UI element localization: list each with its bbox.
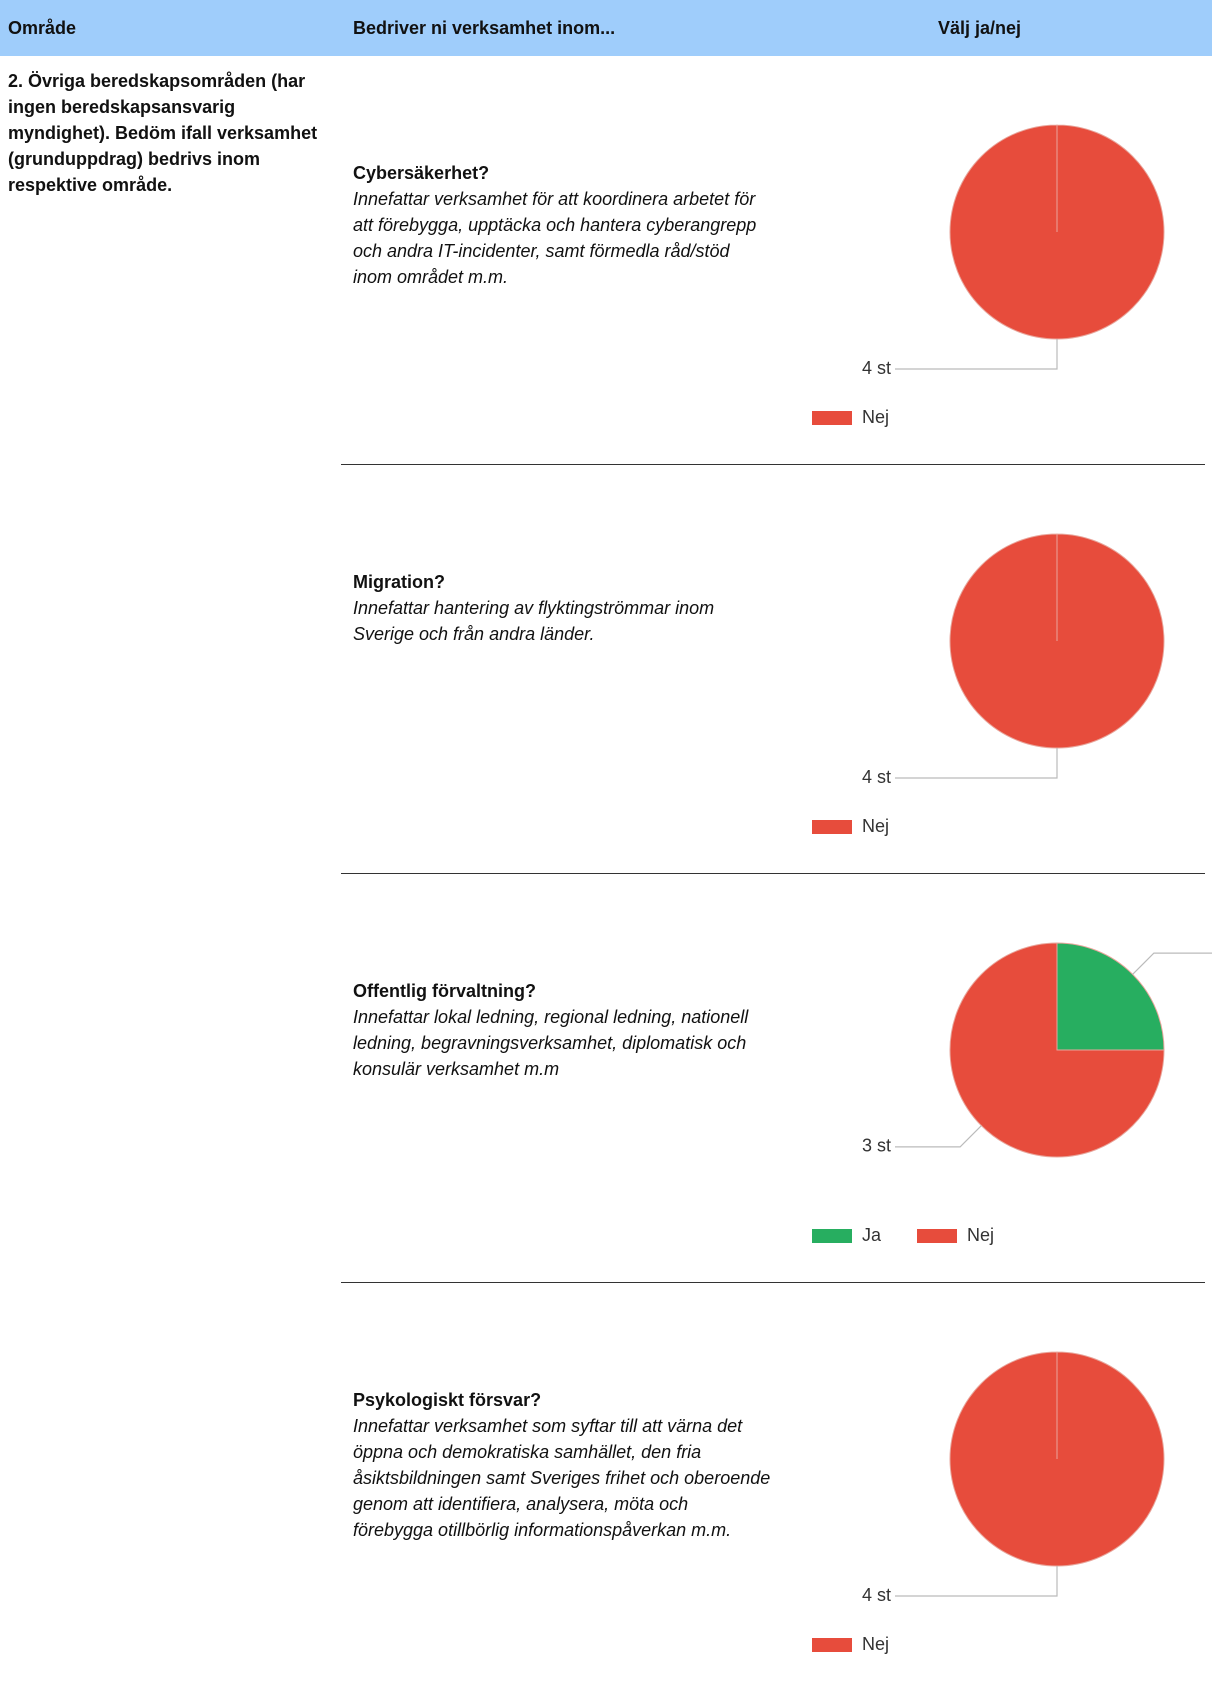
legend-swatch — [812, 1229, 852, 1243]
question: Offentlig förvaltning? — [353, 981, 536, 1001]
divider — [341, 464, 1205, 465]
pie-slice — [949, 942, 1165, 1158]
divider — [341, 1282, 1205, 1283]
legend-label: Nej — [862, 407, 889, 427]
row: Psykologiskt försvar? Innefattar verksamh… — [0, 1283, 1212, 1692]
row: Cybersäkerhet? Innefattar verksamhet för … — [0, 56, 1212, 465]
leader-line — [895, 748, 1058, 779]
row: Migration? Innefattar hantering av flykti… — [0, 465, 1212, 874]
question: Cybersäkerhet? — [353, 163, 490, 183]
header-cell: Välj ja/nej — [938, 18, 1022, 38]
question: Migration? — [353, 572, 445, 592]
pie-chart: 3 st Ja Nej — [812, 942, 1212, 1245]
description: Innefattar verksamhet för att koordinera… — [353, 189, 757, 287]
legend-swatch — [812, 1638, 852, 1652]
legend-label: Nej — [862, 816, 889, 836]
value-label: 4 st — [862, 1585, 891, 1605]
header-cell: Område — [8, 18, 77, 38]
legend-label: Ja — [862, 1225, 882, 1245]
value-label: 4 st — [862, 767, 891, 787]
pie-slice — [949, 124, 1165, 340]
value-label: 3 st — [862, 1136, 891, 1156]
leader-line — [895, 1566, 1058, 1597]
pie-chart: 4 st Nej — [812, 533, 1165, 836]
legend-swatch — [917, 1229, 957, 1243]
description: Innefattar verksamhet som syftar till at… — [353, 1416, 771, 1540]
question-block: Psykologiskt försvar? Innefattar verksamh… — [353, 1387, 773, 1543]
question: Psykologiskt försvar? — [353, 1390, 542, 1410]
question-block: Migration? Innefattar hantering av flykti… — [353, 569, 773, 647]
value-label: 4 st — [862, 358, 891, 378]
pie-chart: 4 st Nej — [812, 124, 1165, 427]
question-block: Offentlig förvaltning? Innefattar lokal l… — [353, 978, 773, 1082]
legend-swatch — [812, 820, 852, 834]
leader-line — [1132, 952, 1212, 975]
header-cell: Bedriver ni verksamhet inom... — [353, 18, 616, 38]
pie-slice — [1056, 942, 1165, 1051]
description: Innefattar lokal ledning, regional ledni… — [353, 1007, 749, 1079]
legend-label: Nej — [862, 1634, 889, 1654]
row: Offentlig förvaltning? Innefattar lokal l… — [0, 874, 1212, 1283]
leader-line — [895, 339, 1058, 370]
pie-slice — [949, 533, 1165, 749]
table-header: Område Bedriver ni verksamhet inom... Vä… — [0, 0, 1212, 56]
legend-swatch — [812, 411, 852, 425]
leader-line — [895, 1125, 982, 1148]
pie-slice — [949, 1351, 1165, 1567]
area-label: 2. Övriga beredskapsområden (har ingen b… — [8, 71, 318, 195]
question-block: Cybersäkerhet? Innefattar verksamhet för … — [353, 160, 773, 290]
pie-chart: 4 st Nej — [812, 1351, 1165, 1654]
description: Innefattar hantering av flyktingströmmar… — [353, 598, 715, 644]
divider — [341, 873, 1205, 874]
legend-label: Nej — [967, 1225, 994, 1245]
